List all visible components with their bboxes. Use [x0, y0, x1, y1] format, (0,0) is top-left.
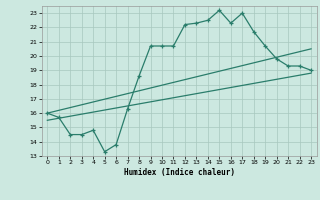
X-axis label: Humidex (Indice chaleur): Humidex (Indice chaleur) [124, 168, 235, 177]
